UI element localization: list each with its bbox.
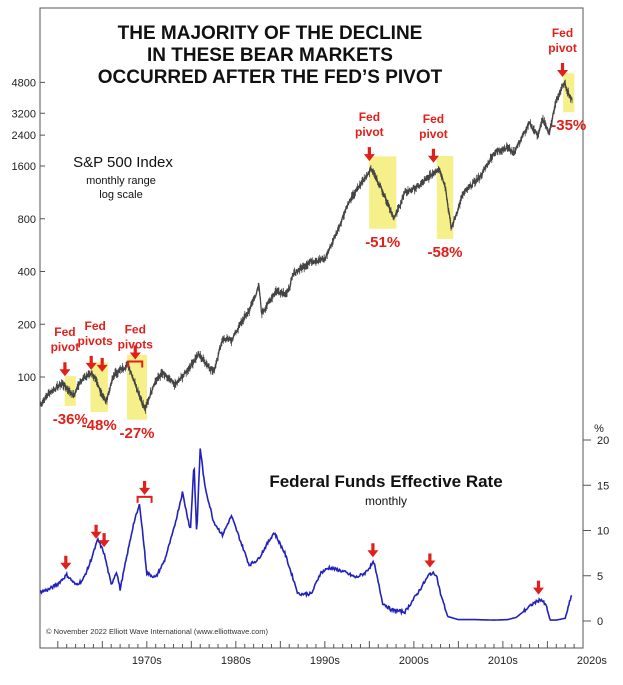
sp-tick-400: 400 <box>18 267 36 279</box>
rate-arrow-0 <box>60 555 72 570</box>
sp-tick-800: 800 <box>18 214 36 226</box>
x-axis: 1970s 1980s 1990s 2000s 2010s 2020s <box>57 641 607 667</box>
copyright-note: © November 2022 Elliott Wave Internation… <box>46 627 269 636</box>
sp-tick-100: 100 <box>18 372 36 384</box>
pivot-label-2-line-0: Fed <box>125 323 146 337</box>
title-line-2: IN THESE BEAR MARKETS <box>147 45 393 66</box>
drop-label-5: -35% <box>551 117 586 134</box>
x-tick-1990s: 1990s <box>310 655 340 667</box>
sp500-sublabel-range: monthly range <box>86 175 156 187</box>
drop-label-3: -51% <box>365 234 400 251</box>
chart-title: THE MAJORITY OF THE DECLINE IN THESE BEA… <box>98 23 443 88</box>
rate-arrow-6 <box>424 553 436 568</box>
drop-label-4: -58% <box>428 244 463 261</box>
sp-tick-4800: 4800 <box>12 77 36 89</box>
x-tick-1970s: 1970s <box>132 655 162 667</box>
fed-rate-line <box>39 448 573 621</box>
sp500-label: S&P 500 Index <box>73 154 173 171</box>
pivot-annotations: FedpivotFedpivotsFedpivotsFedpivotFedpiv… <box>51 26 577 595</box>
pivot-label-3-line-1: pivot <box>355 125 384 139</box>
pivot-label-3-line-0: Fed <box>359 110 380 124</box>
pivot-arrow-1-b <box>96 357 108 372</box>
rate-bracket <box>136 495 153 503</box>
rate-tick-0: 0 <box>597 616 603 628</box>
pivot-arrow-4 <box>427 148 439 163</box>
rate-arrow-1 <box>90 524 102 539</box>
bear-highlight-2 <box>127 354 148 420</box>
pivot-label-0-line-1: pivot <box>51 340 80 354</box>
x-tick-2000s: 2000s <box>399 655 429 667</box>
pivot-arrow-3 <box>363 147 375 162</box>
pivot-label-4-line-1: pivot <box>419 127 448 141</box>
rate-y-axis: 0 5 10 15 20 <box>583 435 609 628</box>
sp-tick-200: 200 <box>18 319 36 331</box>
pivot-arrow-2 <box>129 345 141 360</box>
sp-tick-2400: 2400 <box>12 130 36 142</box>
fed-rate-series <box>39 448 573 621</box>
pivot-label-5-line-0: Fed <box>552 26 573 40</box>
plot-frame <box>39 7 584 649</box>
rate-tick-5: 5 <box>597 571 603 583</box>
pivot-label-4-line-0: Fed <box>423 112 444 126</box>
pivot-label-1-line-0: Fed <box>85 319 106 333</box>
fed-rate-title: Federal Funds Effective Rate <box>269 472 502 491</box>
pivot-label-0-line-0: Fed <box>54 325 75 339</box>
sp-tick-3200: 3200 <box>12 108 36 120</box>
rate-arrow-7 <box>532 580 544 595</box>
pivot-arrow-0 <box>59 362 71 377</box>
sp500-sublabel-scale: log scale <box>99 189 142 201</box>
rate-axis-unit: % <box>594 423 604 435</box>
pivot-label-1-line-1: pivots <box>78 334 114 348</box>
title-line-1: THE MAJORITY OF THE DECLINE <box>118 23 423 44</box>
pivot-arrow-5 <box>557 62 569 77</box>
sp-tick-1600: 1600 <box>12 161 36 173</box>
title-line-3: OCCURRED AFTER THE FED’S PIVOT <box>98 67 443 88</box>
rate-tick-10: 10 <box>597 526 609 538</box>
drop-label-1: -48% <box>82 417 117 434</box>
drop-label-0: -36% <box>53 411 88 428</box>
pivot-arrow-1-a <box>85 355 97 370</box>
rate-tick-20: 20 <box>597 435 609 447</box>
x-tick-1980s: 1980s <box>221 655 251 667</box>
sp500-range-bars <box>39 79 573 414</box>
sp500-y-axis: 100 200 400 800 1600 2400 3200 4800 <box>12 77 45 384</box>
x-tick-2010s: 2010s <box>488 655 518 667</box>
drop-label-2: -27% <box>120 425 155 442</box>
fed-rate-subtitle: monthly <box>365 494 407 508</box>
rate-arrow-5 <box>367 543 379 558</box>
rate-tick-15: 15 <box>597 480 609 492</box>
rate-arrow-2 <box>98 533 110 548</box>
rate-arrow-3 <box>139 480 151 495</box>
pivot-label-2-line-1: pivots <box>118 338 154 352</box>
pivot-label-5-line-1: pivot <box>548 41 577 55</box>
x-tick-2020s: 2020s <box>577 655 607 667</box>
pivot-bracket-2 <box>127 360 144 368</box>
